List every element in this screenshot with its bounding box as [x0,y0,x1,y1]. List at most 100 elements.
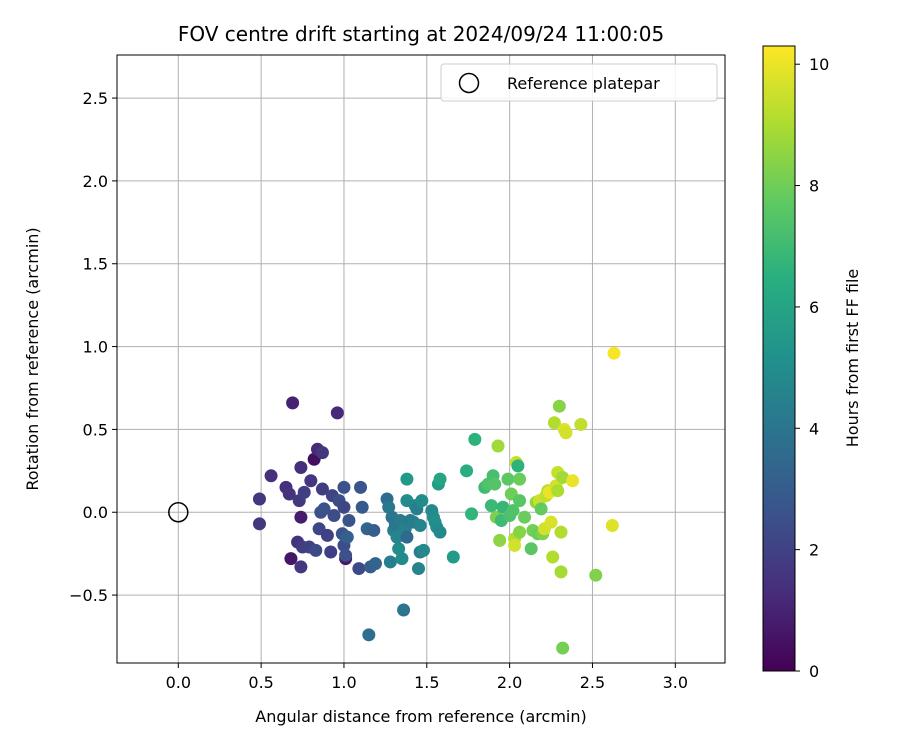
data-point [317,502,331,516]
data-point [506,504,520,518]
colorbar-tick-label: 10 [809,55,829,74]
data-point [513,494,527,508]
data-point [383,555,397,569]
colorbar-gradient [762,45,796,672]
data-point [605,518,619,532]
data-point [433,472,447,486]
data-point [491,439,505,453]
data-point [330,406,344,420]
legend-box [440,63,718,102]
x-axis-label: Angular distance from reference (arcmin) [255,707,586,726]
data-point [367,523,381,537]
reference-marker-layer [168,501,189,523]
colorbar-ticks: 0 2 4 6 8 10 [795,55,829,681]
data-point [574,417,588,431]
data-point [412,562,426,576]
data-point [294,461,308,475]
data-point [508,538,522,552]
data-point [327,509,341,523]
data-point [392,542,406,556]
data-point [513,525,527,539]
y-tick-label: 2.0 [83,172,108,191]
data-point [554,525,568,539]
data-point [309,543,323,557]
data-point [315,446,329,460]
data-point [368,557,382,571]
data-point [518,510,532,524]
data-point [252,517,266,531]
data-point [559,426,573,440]
data-point [433,525,447,539]
data-point [362,628,376,642]
colorbar-tick-label: 0 [809,662,819,681]
colorbar: 0 2 4 6 8 10 Hours from first FF file [762,45,862,681]
data-point [513,472,527,486]
data-point [390,530,404,544]
legend-entry-reference: Reference platepar [507,74,660,93]
chart-title: FOV centre drift starting at 2024/09/24 … [178,22,664,46]
data-point [524,542,538,556]
data-point [484,499,498,513]
legend-reference-marker [458,72,480,94]
data-point [337,480,351,494]
data-point [264,469,278,483]
y-axis-label: Rotation from reference (arcmin) [23,227,42,490]
data-point [252,492,266,506]
reference-platepar-marker [168,501,189,523]
scatter-points [252,346,621,655]
data-point [342,514,356,528]
x-axis-ticks: 0.0 0.5 1.0 1.5 2.0 2.5 3.0 [166,663,688,692]
data-point [552,399,566,413]
data-point [546,550,560,564]
data-point [566,474,580,488]
data-point [468,432,482,446]
data-point [297,485,311,499]
data-point [488,477,502,491]
data-point [282,487,296,501]
data-point [340,530,354,544]
data-point [511,459,525,473]
x-tick-label: 0.5 [248,673,273,692]
data-point [337,500,351,514]
colorbar-label: Hours from first FF file [843,269,862,448]
y-tick-label: −0.5 [69,586,108,605]
x-tick-label: 1.5 [414,673,439,692]
data-point [294,510,308,524]
data-point [294,560,308,574]
y-tick-label: 0.5 [83,420,108,439]
data-point [415,494,429,508]
data-point [547,416,561,430]
data-point [320,528,334,542]
data-point [413,518,427,532]
data-point [286,396,300,410]
data-point [397,603,411,617]
data-point [501,472,515,486]
data-point [589,568,603,582]
data-point [607,346,621,360]
colorbar-tick-label: 4 [809,419,819,438]
x-tick-label: 3.0 [663,673,688,692]
colorbar-tick-label: 6 [809,298,819,317]
data-point [395,552,409,566]
data-point [446,550,460,564]
data-point [556,470,570,484]
y-tick-label: 1.0 [83,338,108,357]
data-point [400,530,414,544]
y-tick-label: 1.5 [83,255,108,274]
data-point [355,500,369,514]
x-tick-label: 1.0 [331,673,356,692]
data-point [493,533,507,547]
data-point [551,484,565,498]
y-axis-ticks: −0.5 0.0 0.5 1.0 1.5 2.0 2.5 [69,89,117,605]
data-point [460,464,474,478]
data-point [382,500,396,514]
data-point [354,480,368,494]
plot-frame [116,54,726,664]
data-point [304,474,318,488]
data-point [554,565,568,579]
data-point [544,515,558,529]
x-tick-label: 2.0 [497,673,522,692]
data-point [324,545,338,559]
data-point [315,482,329,496]
